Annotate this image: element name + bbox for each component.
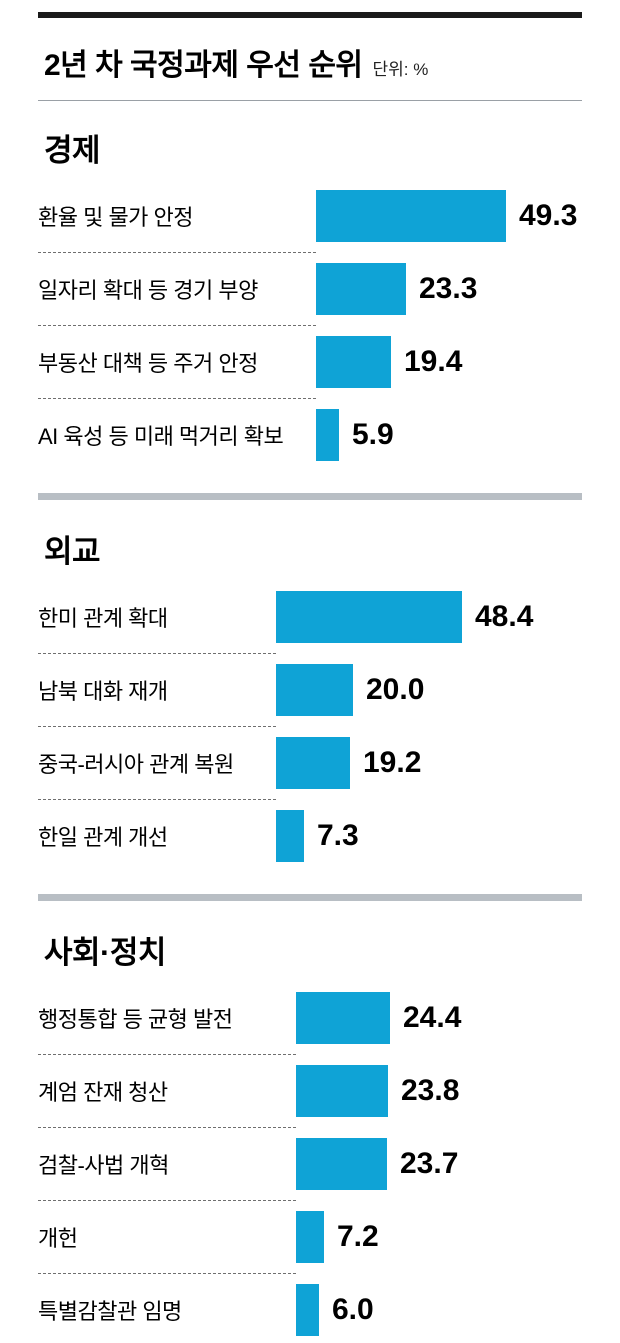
category-label: 특별감찰관 임명 xyxy=(38,1299,182,1324)
bar-row: 계엄 잔재 청산 23.8 xyxy=(38,1055,582,1127)
bar xyxy=(296,1284,319,1336)
unit-label: 단위: % xyxy=(372,60,429,79)
row-separator xyxy=(38,252,316,253)
category-label: AI 육성 등 미래 먹거리 확보 xyxy=(38,424,284,449)
bar-rows-diplomacy: 한미 관계 확대 48.4 남북 대화 재개 20.0 중국-러시아 관계 복원 19.2… xyxy=(38,581,582,872)
bar xyxy=(316,409,339,461)
bar xyxy=(276,591,462,643)
bar-value: 7.2 xyxy=(337,1220,379,1253)
section-society-politics: 사회·정치 행정통합 등 균형 발전 24.4 계엄 잔재 청산 23.8 검찰-사법 … xyxy=(38,927,582,1343)
row-separator xyxy=(38,1200,296,1201)
bar-row: 일자리 확대 등 경기 부양 23.3 xyxy=(38,253,582,325)
category-label: 중국-러시아 관계 복원 xyxy=(38,752,234,777)
chart-title: 2년 차 국정과제 우선 순위 xyxy=(44,49,363,82)
bar-value: 48.4 xyxy=(475,600,534,633)
section-economy: 경제 환율 및 물가 안정 49.3 일자리 확대 등 경기 부양 23.3 부동산 대… xyxy=(38,125,582,471)
section-divider xyxy=(38,493,582,500)
row-separator xyxy=(38,1273,296,1274)
bar-row: 환율 및 물가 안정 49.3 xyxy=(38,180,582,252)
section-title-diplomacy: 외교 xyxy=(44,534,101,569)
category-label: 한미 관계 확대 xyxy=(38,606,168,631)
category-label: 일자리 확대 등 경기 부양 xyxy=(38,278,258,303)
row-separator xyxy=(38,1054,296,1055)
bar-value: 19.4 xyxy=(404,345,463,378)
section-diplomacy: 외교 한미 관계 확대 48.4 남북 대화 재개 20.0 중국-러시아 관계 복원 1… xyxy=(38,526,582,872)
category-label: 검찰-사법 개혁 xyxy=(38,1153,169,1178)
bar-row: 한일 관계 개선 7.3 xyxy=(38,800,582,872)
category-label: 남북 대화 재개 xyxy=(38,679,168,704)
bar-value: 5.9 xyxy=(352,418,394,451)
bar xyxy=(276,664,353,716)
chart-header: 2년 차 국정과제 우선 순위 단위: % xyxy=(44,40,582,84)
bar-rows-economy: 환율 및 물가 안정 49.3 일자리 확대 등 경기 부양 23.3 부동산 대책 등… xyxy=(38,180,582,471)
category-label: 개헌 xyxy=(38,1226,78,1251)
bar-value: 20.0 xyxy=(366,673,425,706)
row-separator xyxy=(38,799,276,800)
row-separator xyxy=(38,325,316,326)
row-separator xyxy=(38,726,276,727)
section-title-society-politics: 사회·정치 xyxy=(44,935,166,970)
header-divider xyxy=(38,100,582,101)
bar xyxy=(296,992,390,1044)
bar-row: 개헌 7.2 xyxy=(38,1201,582,1273)
bar-value: 23.7 xyxy=(400,1147,459,1180)
bar-rows-society-politics: 행정통합 등 균형 발전 24.4 계엄 잔재 청산 23.8 검찰-사법 개혁 23.7… xyxy=(38,982,582,1343)
bar xyxy=(316,263,406,315)
bar-value: 23.8 xyxy=(401,1074,460,1107)
bar xyxy=(316,336,391,388)
bar-value: 6.0 xyxy=(332,1293,374,1326)
bar-value: 7.3 xyxy=(317,819,359,852)
row-separator xyxy=(38,653,276,654)
bar xyxy=(276,810,304,862)
bar xyxy=(296,1211,324,1263)
bar-row: 중국-러시아 관계 복원 19.2 xyxy=(38,727,582,799)
bar-row: 남북 대화 재개 20.0 xyxy=(38,654,582,726)
bar-row: AI 육성 등 미래 먹거리 확보 5.9 xyxy=(38,399,582,471)
bar-row: 한미 관계 확대 48.4 xyxy=(38,581,582,653)
bar xyxy=(296,1138,387,1190)
bar xyxy=(276,737,350,789)
row-separator xyxy=(38,1127,296,1128)
bar-row: 특별감찰관 임명 6.0 xyxy=(38,1274,582,1343)
section-divider xyxy=(38,894,582,901)
bar-value: 49.3 xyxy=(519,199,578,232)
row-separator xyxy=(38,398,316,399)
section-title-economy: 경제 xyxy=(44,133,101,168)
bar-value: 19.2 xyxy=(363,746,422,779)
category-label: 한일 관계 개선 xyxy=(38,825,168,850)
bar-row: 부동산 대책 등 주거 안정 19.4 xyxy=(38,326,582,398)
bar-row: 행정통합 등 균형 발전 24.4 xyxy=(38,982,582,1054)
category-label: 부동산 대책 등 주거 안정 xyxy=(38,351,258,376)
category-label: 행정통합 등 균형 발전 xyxy=(38,1007,233,1032)
top-rule xyxy=(38,12,582,18)
bar-row: 검찰-사법 개혁 23.7 xyxy=(38,1128,582,1200)
category-label: 환율 및 물가 안정 xyxy=(38,205,194,230)
bar-value: 23.3 xyxy=(419,272,478,305)
bar xyxy=(316,190,506,242)
category-label: 계엄 잔재 청산 xyxy=(38,1080,168,1105)
bar-value: 24.4 xyxy=(403,1001,462,1034)
bar xyxy=(296,1065,388,1117)
